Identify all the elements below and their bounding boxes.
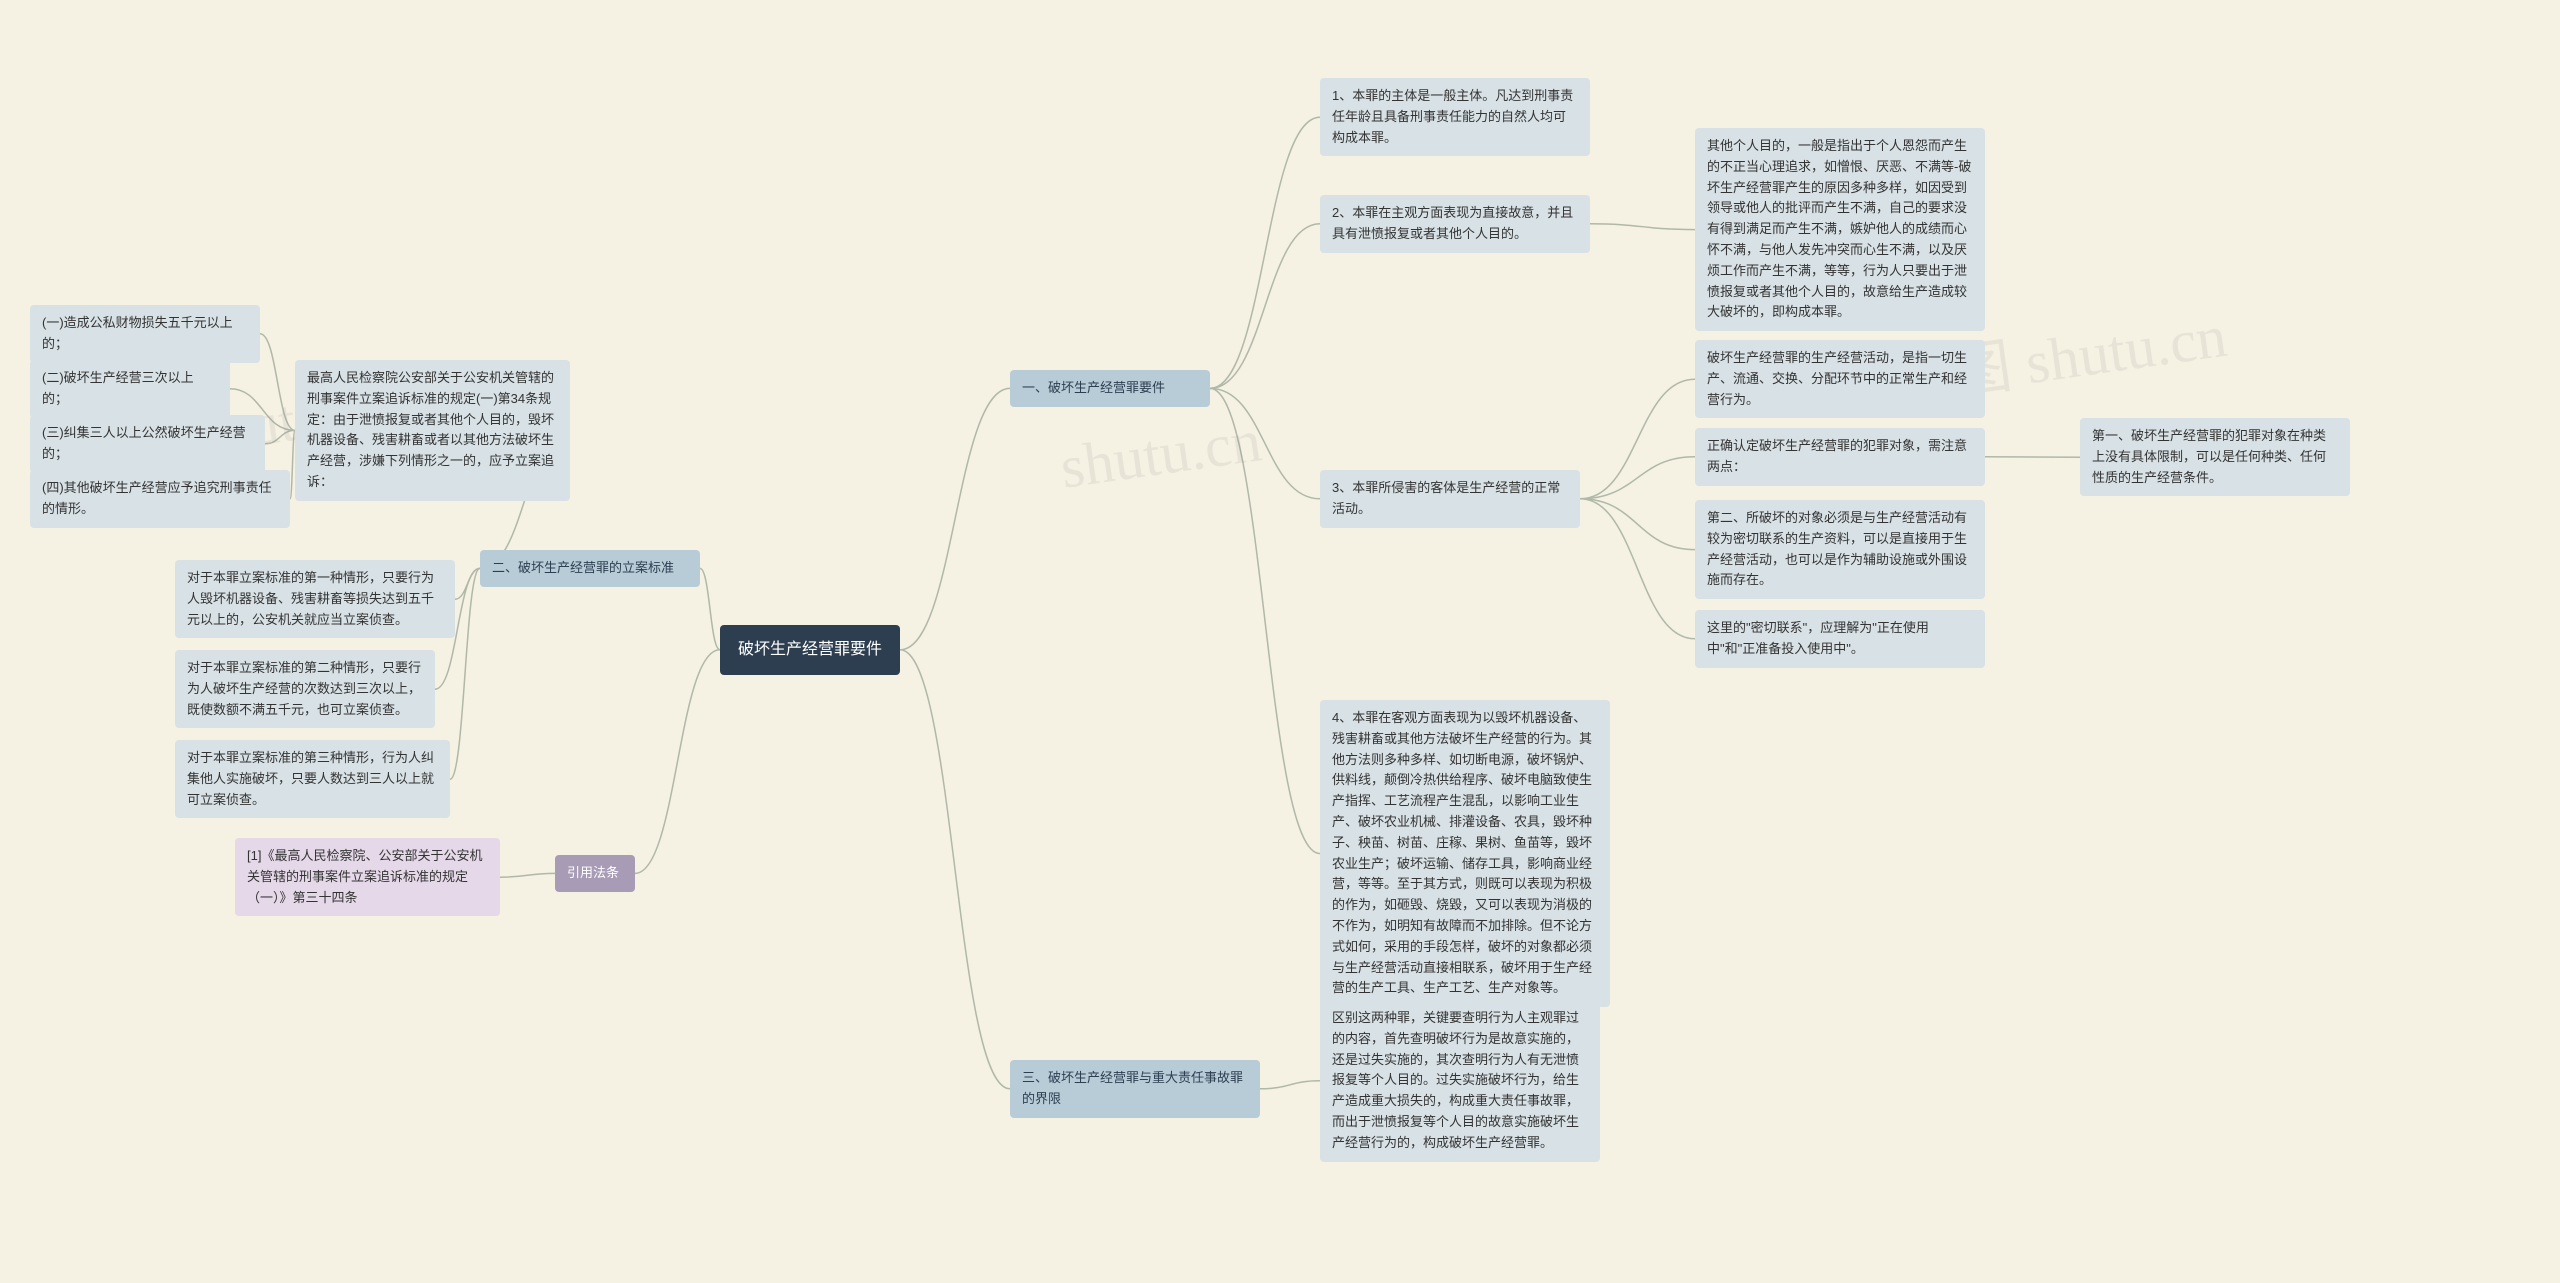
mindmap-node: [1]《最高人民检察院、公安部关于公安机关管辖的刑事案件立案追诉标准的规定（一）… bbox=[235, 838, 500, 916]
connector-line bbox=[1210, 117, 1320, 388]
root-node: 破坏生产经营罪要件 bbox=[720, 625, 900, 675]
mindmap-node: 第一、破坏生产经营罪的犯罪对象在种类上没有具体限制，可以是任何种类、任何性质的生… bbox=[2080, 418, 2350, 496]
mindmap-node: 二、破坏生产经营罪的立案标准 bbox=[480, 550, 700, 587]
connector-line bbox=[500, 873, 555, 877]
connector-line bbox=[1580, 379, 1695, 499]
connectors-layer bbox=[0, 0, 2560, 1283]
mindmap-node: 2、本罪在主观方面表现为直接故意，并且具有泄愤报复或者其他个人目的。 bbox=[1320, 195, 1590, 253]
connector-line bbox=[265, 430, 295, 443]
watermark: shutu.cn bbox=[1056, 406, 1265, 502]
connector-line bbox=[1580, 457, 1695, 499]
connector-line bbox=[455, 568, 480, 599]
mindmap-node: 3、本罪所侵害的客体是生产经营的正常活动。 bbox=[1320, 470, 1580, 528]
connector-line bbox=[1210, 224, 1320, 389]
mindmap-node: 引用法条 bbox=[555, 855, 635, 892]
mindmap-node: (二)破坏生产经营三次以上的； bbox=[30, 360, 230, 418]
connector-line bbox=[900, 388, 1010, 649]
mindmap-node: 其他个人目的，一般是指出于个人恩怨而产生的不正当心理追求，如憎恨、厌恶、不满等-… bbox=[1695, 128, 1985, 331]
mindmap-node: 对于本罪立案标准的第二种情形，只要行为人破坏生产经营的次数达到三次以上，既使数额… bbox=[175, 650, 435, 728]
mindmap-node: 4、本罪在客观方面表现为以毁坏机器设备、残害耕畜或其他方法破坏生产经营的行为。其… bbox=[1320, 700, 1610, 1007]
mindmap-node: 这里的"密切联系"，应理解为"正在使用中"和"正准备投入使用中"。 bbox=[1695, 610, 1985, 668]
mindmap-node: 区别这两种罪，关键要查明行为人主观罪过的内容，首先查明破坏行为是故意实施的，还是… bbox=[1320, 1000, 1600, 1162]
mindmap-node: 1、本罪的主体是一般主体。凡达到刑事责任年龄且具备刑事责任能力的自然人均可构成本… bbox=[1320, 78, 1590, 156]
connector-line bbox=[1210, 388, 1320, 853]
connector-line bbox=[1590, 224, 1695, 230]
mindmap-node: 正确认定破坏生产经营罪的犯罪对象，需注意两点： bbox=[1695, 428, 1985, 486]
mindmap-node: (三)纠集三人以上公然破坏生产经营的； bbox=[30, 415, 265, 473]
mindmap-node: 一、破坏生产经营罪要件 bbox=[1010, 370, 1210, 407]
connector-line bbox=[635, 650, 720, 874]
connector-line bbox=[1210, 388, 1320, 498]
connector-line bbox=[700, 568, 720, 649]
mindmap-node: 最高人民检察院公安部关于公安机关管辖的刑事案件立案追诉标准的规定(一)第34条规… bbox=[295, 360, 570, 501]
connector-line bbox=[1260, 1081, 1320, 1089]
mindmap-node: 对于本罪立案标准的第三种情形，行为人纠集他人实施破坏，只要人数达到三人以上就可立… bbox=[175, 740, 450, 818]
mindmap-node: (一)造成公私财物损失五千元以上的； bbox=[30, 305, 260, 363]
connector-line bbox=[260, 334, 295, 431]
connector-line bbox=[1580, 499, 1695, 550]
connector-line bbox=[900, 650, 1010, 1089]
mindmap-node: 第二、所破坏的对象必须是与生产经营活动有较为密切联系的生产资料，可以是直接用于生… bbox=[1695, 500, 1985, 599]
mindmap-node: 破坏生产经营罪的生产经营活动，是指一切生产、流通、交换、分配环节中的正常生产和经… bbox=[1695, 340, 1985, 418]
connector-line bbox=[1580, 499, 1695, 639]
mindmap-node: (四)其他破坏生产经营应予追究刑事责任的情形。 bbox=[30, 470, 290, 528]
mindmap-node: 对于本罪立案标准的第一种情形，只要行为人毁坏机器设备、残害耕畜等损失达到五千元以… bbox=[175, 560, 455, 638]
mindmap-node: 三、破坏生产经营罪与重大责任事故罪的界限 bbox=[1010, 1060, 1260, 1118]
